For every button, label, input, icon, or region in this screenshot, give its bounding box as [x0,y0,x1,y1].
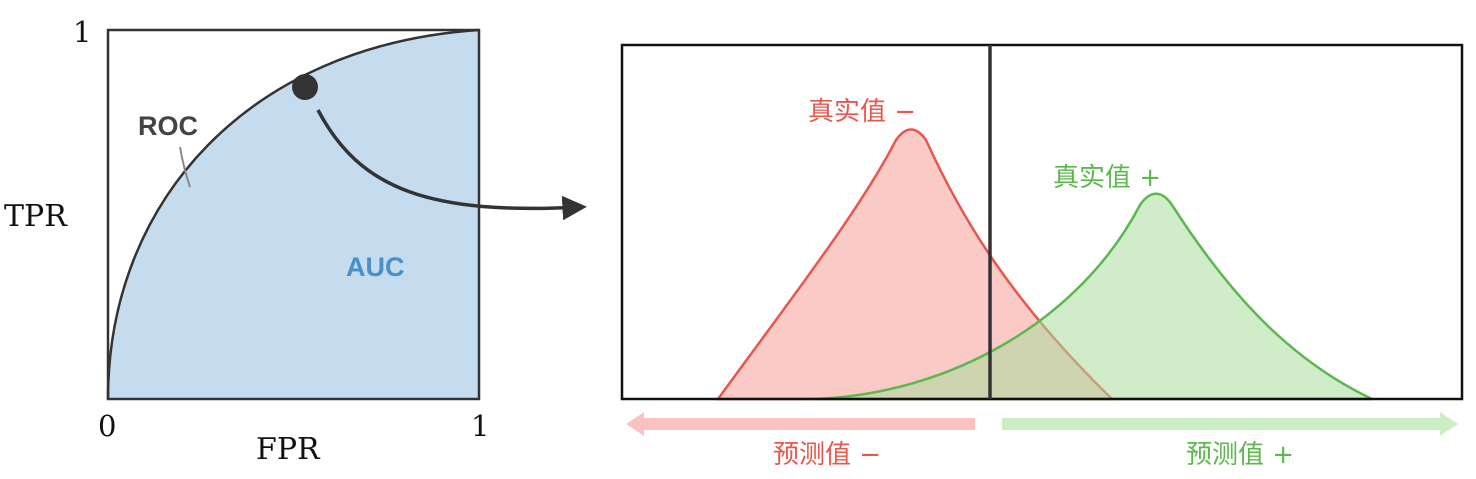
distribution-plot-frame [620,43,1464,401]
auc-area-label: AUC [346,252,405,282]
positive-class-label: 真实值 + [1053,163,1161,193]
roc-plot-frame [106,28,481,401]
negative-prediction-arrow [626,412,975,436]
auc-area [108,30,479,399]
x-axis-label: FPR [256,432,321,467]
distribution-panel: 真实值 − 真实值 + 预测值 − 预测值 + [620,43,1464,470]
negative-class-distribution [715,128,1116,401]
positive-prediction-label: 预测值 + [1186,440,1294,470]
roc-curve-label: ROC [138,111,198,141]
operating-point-marker [292,74,318,100]
x-max-tick-label: 1 [471,409,489,443]
roc-curve [106,28,480,400]
roc-label-leader [179,146,191,188]
y-axis-label: TPR [4,199,68,234]
positive-class-distribution [811,192,1373,401]
x-min-tick-label: 0 [98,409,116,443]
negative-class-label: 真实值 − [808,97,916,127]
positive-prediction-arrow [1002,412,1458,436]
roc-panel: ROC AUC TPR FPR 1 0 1 [4,15,489,467]
negative-prediction-label: 预测值 − [773,440,881,470]
curved-arrow-icon [316,109,587,221]
y-max-tick-label: 1 [73,15,91,49]
